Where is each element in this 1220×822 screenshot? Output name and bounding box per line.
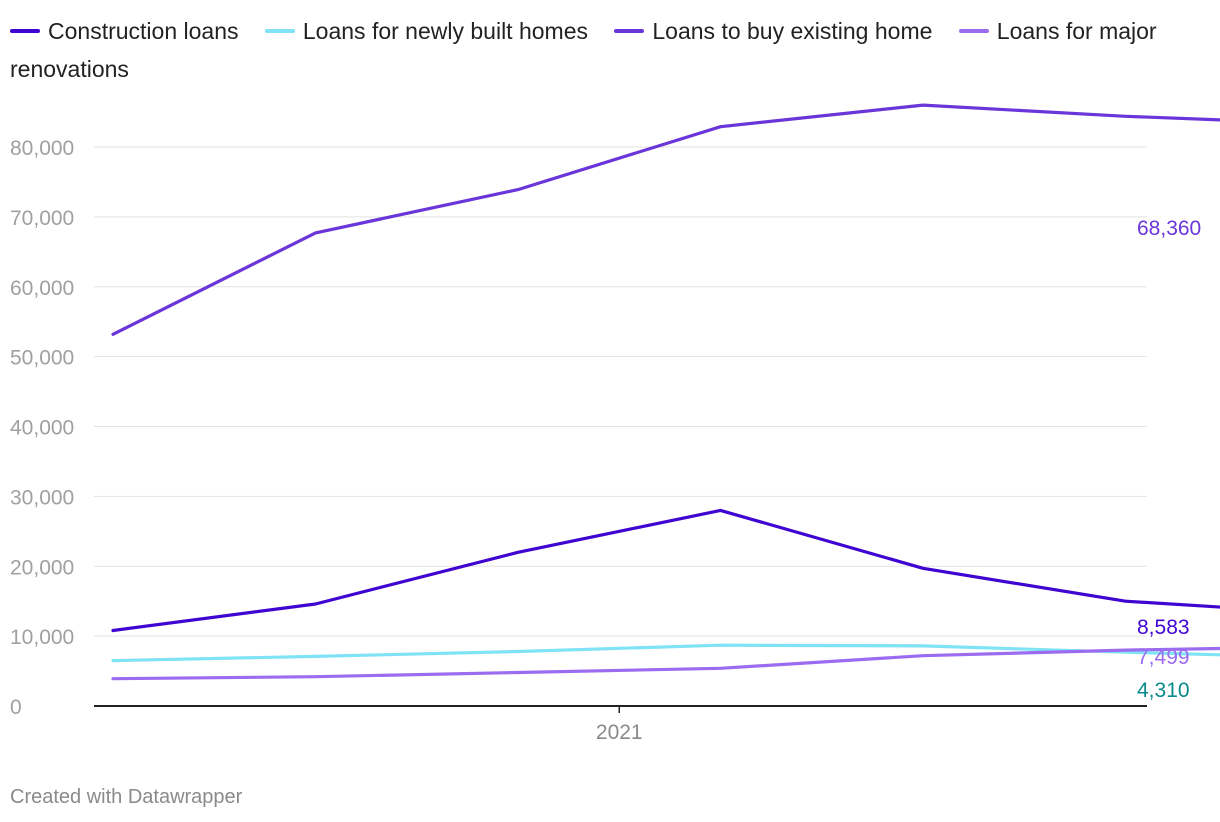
y-tick-label: 80,000 xyxy=(10,137,74,160)
footer-credit: Created with Datawrapper xyxy=(10,786,243,808)
legend-item: Construction loans xyxy=(10,18,239,44)
legend-swatch xyxy=(10,28,40,33)
series-line-0 xyxy=(111,508,1220,633)
y-tick-label: 0 xyxy=(10,696,22,719)
series-line-2 xyxy=(111,103,1220,336)
legend-label: Loans to buy existing home xyxy=(652,18,933,44)
series-lines xyxy=(111,103,1220,681)
end-label: 4,310 xyxy=(1137,679,1190,702)
end-label: 8,583 xyxy=(1137,616,1190,639)
x-axis-ticks: 20212022202320242025 xyxy=(596,706,643,744)
legend-label: Loans for newly built homes xyxy=(302,18,588,44)
legend-item: Loans to buy existing home xyxy=(614,18,932,44)
y-tick-label: 30,000 xyxy=(10,486,74,509)
legend-swatch xyxy=(614,28,645,33)
end-label: 7,499 xyxy=(1137,646,1190,669)
legend: Construction loans Loans for newly built… xyxy=(10,12,1210,88)
y-tick-label: 40,000 xyxy=(10,417,74,440)
legend-label: Loans for major renovations xyxy=(10,18,1157,82)
x-tick-label: 2021 xyxy=(596,721,643,744)
end-label: 68,360 xyxy=(1137,217,1201,240)
y-axis-ticks: 0 10,000 20,000 30,000 40,000 50,000 60,000 70,… xyxy=(10,137,74,719)
series-line-3 xyxy=(111,646,1220,681)
y-tick-label: 20,000 xyxy=(10,556,74,579)
y-tick-label: 70,000 xyxy=(10,207,74,230)
end-labels: 8,583 4,310 68,360 7,499 xyxy=(1137,217,1201,702)
legend-item: Loans for major renovations xyxy=(10,18,1157,82)
legend-swatch xyxy=(958,28,989,33)
legend-swatch xyxy=(264,28,295,33)
legend-label: Construction loans xyxy=(48,18,239,44)
y-tick-label: 10,000 xyxy=(10,626,74,649)
y-tick-label: 50,000 xyxy=(10,347,74,370)
series-line-1 xyxy=(111,643,1220,663)
y-tick-label: 60,000 xyxy=(10,277,74,300)
gridlines xyxy=(94,146,1147,637)
legend-item: Loans for newly built homes xyxy=(264,18,588,44)
